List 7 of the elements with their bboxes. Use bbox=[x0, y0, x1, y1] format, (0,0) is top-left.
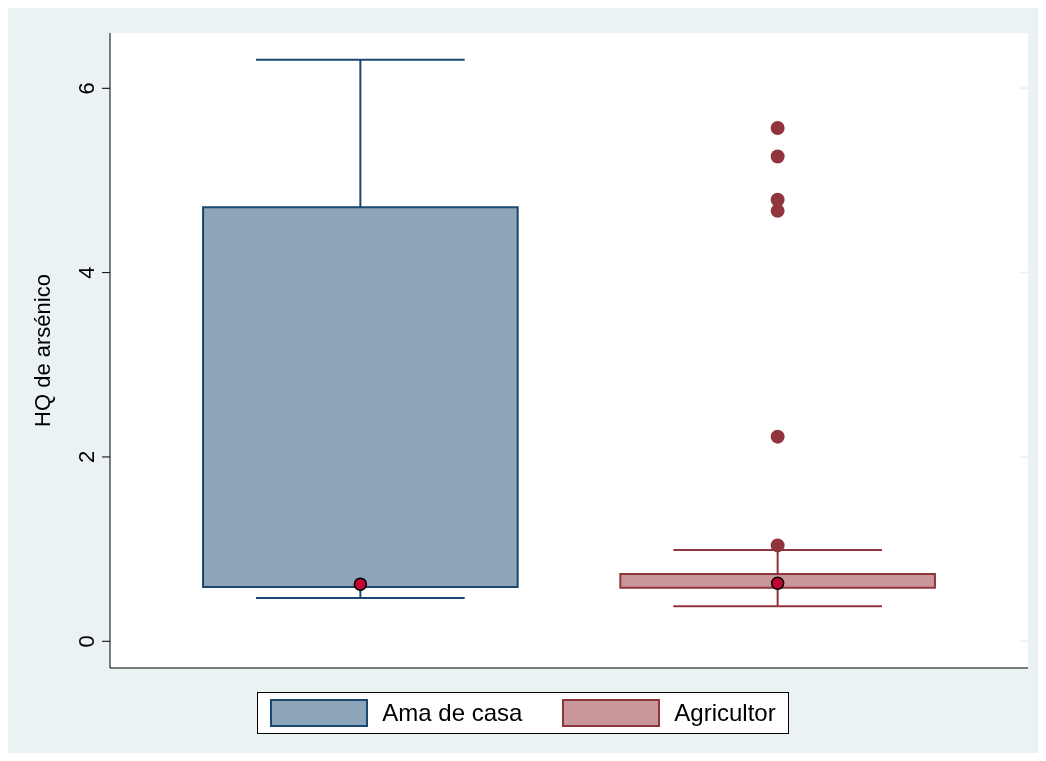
y-tick-label: 4 bbox=[74, 266, 99, 279]
y-axis-title: HQ de arsénico bbox=[29, 274, 55, 427]
legend-label: Ama de casa bbox=[382, 699, 523, 727]
y-tick-label: 6 bbox=[74, 82, 99, 95]
y-tick-label: 0 bbox=[74, 635, 99, 648]
y-tick-label: 2 bbox=[74, 450, 99, 464]
legend-label: Agricultor bbox=[674, 699, 776, 727]
